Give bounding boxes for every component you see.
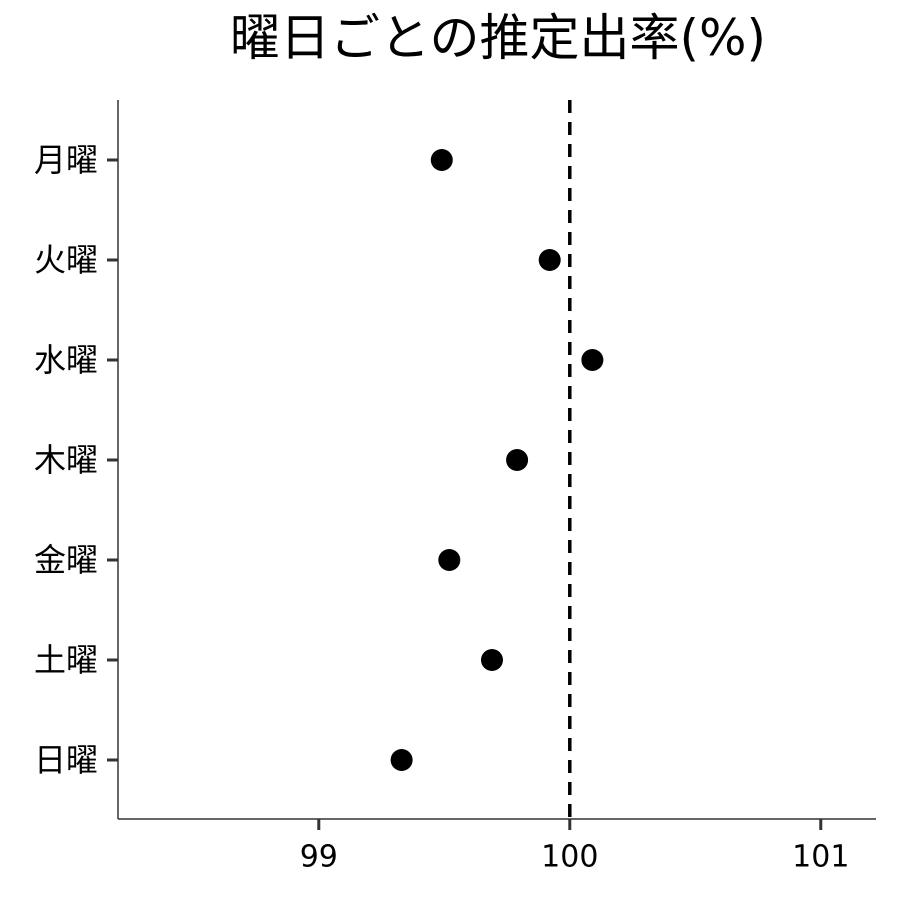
x-tick-label: 100 <box>541 840 598 875</box>
y-tick-label: 木曜 <box>34 441 98 479</box>
y-tick-label: 金曜 <box>34 541 98 579</box>
data-point <box>438 549 461 571</box>
data-point <box>506 449 529 471</box>
x-tick-label: 99 <box>300 840 338 875</box>
data-point <box>581 349 604 371</box>
data-point <box>390 749 413 771</box>
chart-title: 曜日ごとの推定出率(%) <box>229 9 767 67</box>
data-point <box>538 249 561 271</box>
y-tick-label: 水曜 <box>34 341 98 379</box>
y-tick-label: 日曜 <box>34 741 98 779</box>
data-point <box>480 649 503 671</box>
y-tick-label: 土曜 <box>34 641 98 679</box>
x-tick-label: 101 <box>792 840 849 875</box>
y-tick-label: 火曜 <box>34 241 98 279</box>
y-tick-label: 月曜 <box>34 141 98 179</box>
data-point <box>430 149 453 171</box>
